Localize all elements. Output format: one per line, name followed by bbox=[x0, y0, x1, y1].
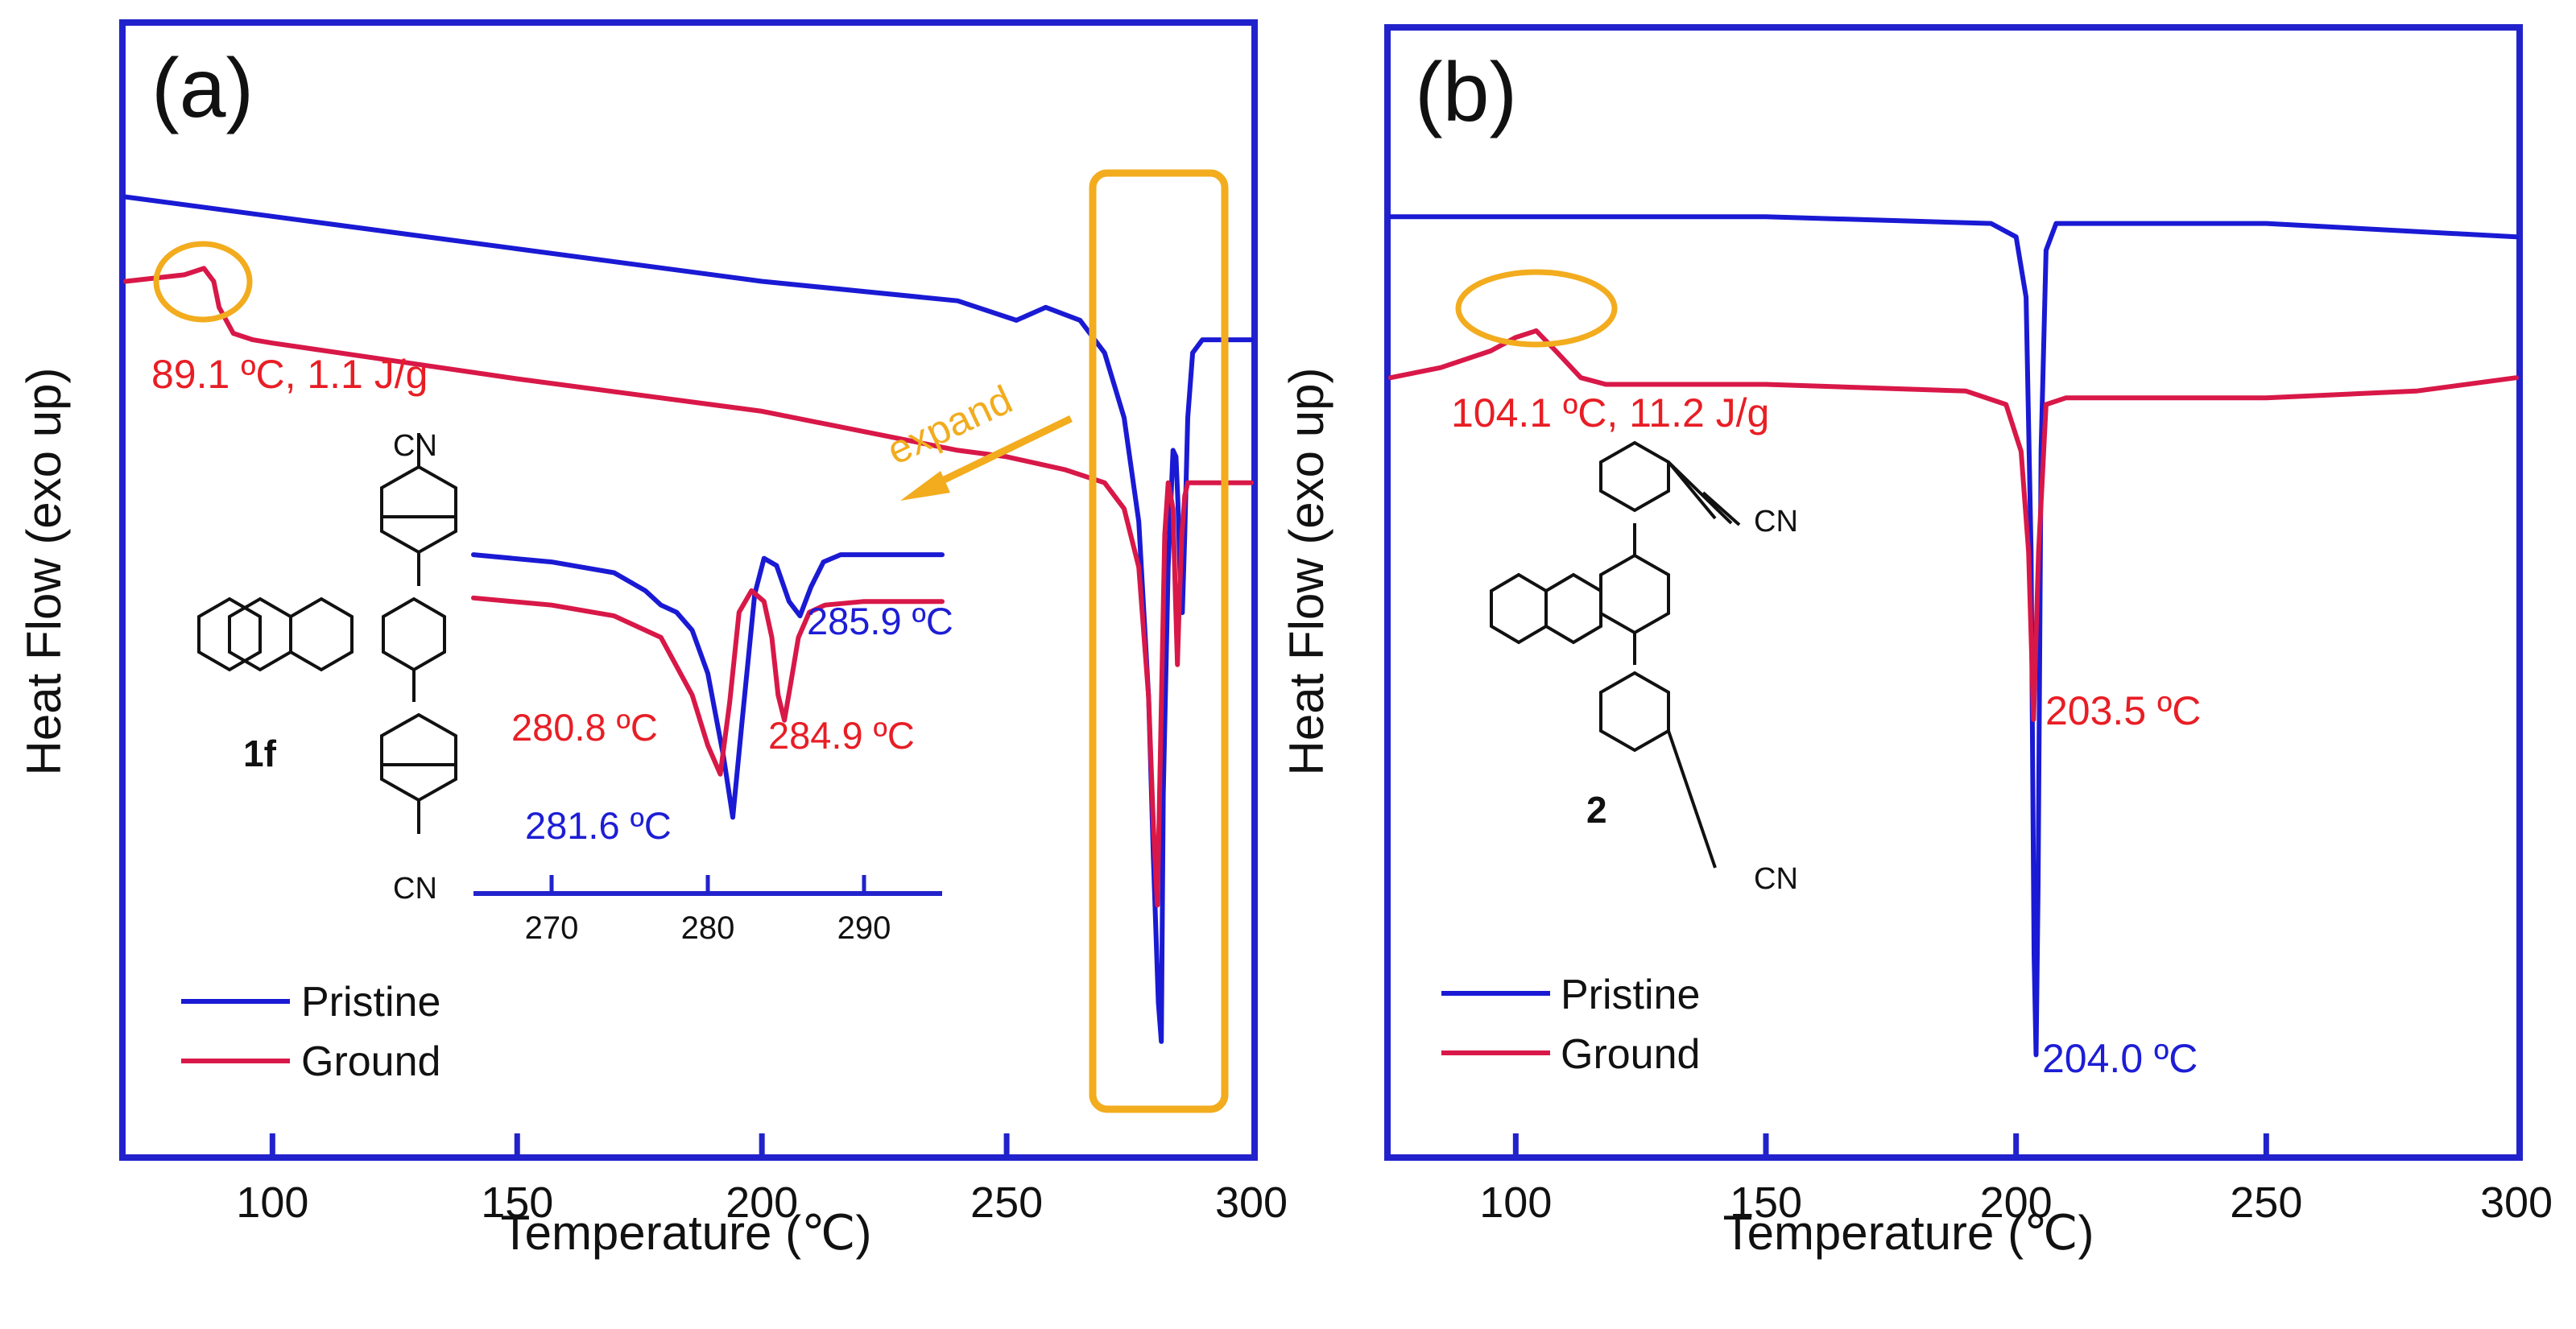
panel-b: 100 150 200 250 300 (b) 104.1 ºC, 11.2 J/g 2… bbox=[1280, 24, 2553, 1260]
compound-1f-label: 1f bbox=[243, 733, 277, 774]
inset-peak-label-3: 284.9 ºC bbox=[768, 714, 915, 757]
inset-ticks: 270 280 290 bbox=[525, 875, 891, 946]
inset-x-tick-label: 270 bbox=[525, 910, 579, 946]
panel-b-legend: Pristine Ground bbox=[1441, 972, 1700, 1078]
compound-2-cn-top: CN bbox=[1754, 505, 1798, 539]
panel-b-pristine-curve bbox=[1388, 214, 2519, 1058]
panel-b-label: (b) bbox=[1415, 46, 1517, 139]
legend-a-pristine-label: Pristine bbox=[301, 979, 440, 1026]
inset-x-tick-label: 290 bbox=[837, 910, 891, 946]
panel-a-highlight-box bbox=[1089, 169, 1229, 1113]
inset-peak-label-4: 281.6 ºC bbox=[525, 804, 672, 847]
panel-a-x-tick-label: 200 bbox=[726, 1178, 798, 1227]
panel-a-ground-curve bbox=[123, 266, 1254, 908]
panel-b-x-tick-label: 100 bbox=[1479, 1178, 1552, 1227]
panel-b-x-tick-label: 150 bbox=[1730, 1178, 1802, 1227]
panel-a-x-tick-label: 100 bbox=[236, 1178, 308, 1227]
inset-x-tick-label: 280 bbox=[681, 910, 735, 946]
panel-b-ground-curve bbox=[1388, 328, 2519, 722]
panel-a-legend: Pristine Ground bbox=[181, 979, 440, 1085]
panel-b-x-title: Temperature (℃) bbox=[1723, 1206, 2094, 1260]
panel-a-frame bbox=[119, 19, 1258, 1161]
panel-a-label: (a) bbox=[151, 42, 254, 135]
panel-b-x-tick-label: 300 bbox=[2480, 1178, 2553, 1227]
panel-b-exotherm-circle bbox=[1455, 269, 1618, 348]
legend-a-ground-label: Ground bbox=[301, 1038, 440, 1085]
panel-a-x-tick-label: 150 bbox=[481, 1178, 553, 1227]
compound-1f-cn-top: CN bbox=[393, 429, 437, 463]
inset-peak-label-2: 280.8 ºC bbox=[511, 706, 658, 749]
inset-curves bbox=[471, 552, 945, 820]
inset-ground-curve bbox=[471, 588, 945, 777]
panel-a-exotherm-label: 89.1 ºC, 1.1 J/g bbox=[151, 352, 428, 397]
legend-b-pristine-label: Pristine bbox=[1561, 972, 1700, 1018]
expand-arrow bbox=[900, 415, 1073, 501]
compound-2-label: 2 bbox=[1586, 789, 1607, 831]
panel-b-peak-label-ground: 203.5 ºC bbox=[2045, 688, 2201, 733]
panel-a-x-tick-label: 250 bbox=[970, 1178, 1043, 1227]
compound-2-cn-bottom: CN bbox=[1754, 862, 1798, 896]
panel-b-x-tick-label: 200 bbox=[1980, 1178, 2053, 1227]
panel-b-frame bbox=[1384, 24, 2523, 1161]
panel-b-curves bbox=[1388, 214, 2519, 1058]
panel-a-x-title: Temperature (℃) bbox=[501, 1206, 872, 1260]
compound-2-cn-bond-top bbox=[1701, 491, 1741, 526]
expand-label: expand bbox=[880, 377, 1019, 473]
compound-1f-cn-bottom: CN bbox=[393, 872, 437, 906]
panel-b-peak-label-pristine: 204.0 ºC bbox=[2042, 1036, 2198, 1081]
panel-a-pristine-curve bbox=[123, 194, 1254, 1044]
panel-a: 100 150 200 250 300 270 280 290 bbox=[17, 19, 1288, 1260]
panel-b-x-tick-label: 250 bbox=[2230, 1178, 2302, 1227]
panel-a-curves bbox=[123, 194, 1254, 1044]
inset: 270 280 290 bbox=[471, 552, 945, 946]
compound-1f-structure bbox=[197, 433, 457, 834]
inset-peak-label-1: 285.9 ºC bbox=[807, 600, 953, 642]
panel-a-x-tick-label: 300 bbox=[1215, 1178, 1288, 1227]
panel-b-y-title: Heat Flow (exo up) bbox=[1280, 368, 1333, 776]
compound-2-structure bbox=[1490, 440, 1733, 869]
panel-a-exotherm-circle bbox=[153, 241, 253, 323]
legend-b-ground-label: Ground bbox=[1561, 1031, 1700, 1078]
inset-pristine-curve bbox=[471, 552, 945, 820]
panel-b-exotherm-label: 104.1 ºC, 11.2 J/g bbox=[1451, 390, 1769, 435]
panel-b-ticks: 100 150 200 250 300 bbox=[1479, 1133, 2553, 1227]
panel-a-y-title: Heat Flow (exo up) bbox=[17, 368, 71, 776]
panel-a-ticks: 100 150 200 250 300 bbox=[236, 1133, 1288, 1227]
